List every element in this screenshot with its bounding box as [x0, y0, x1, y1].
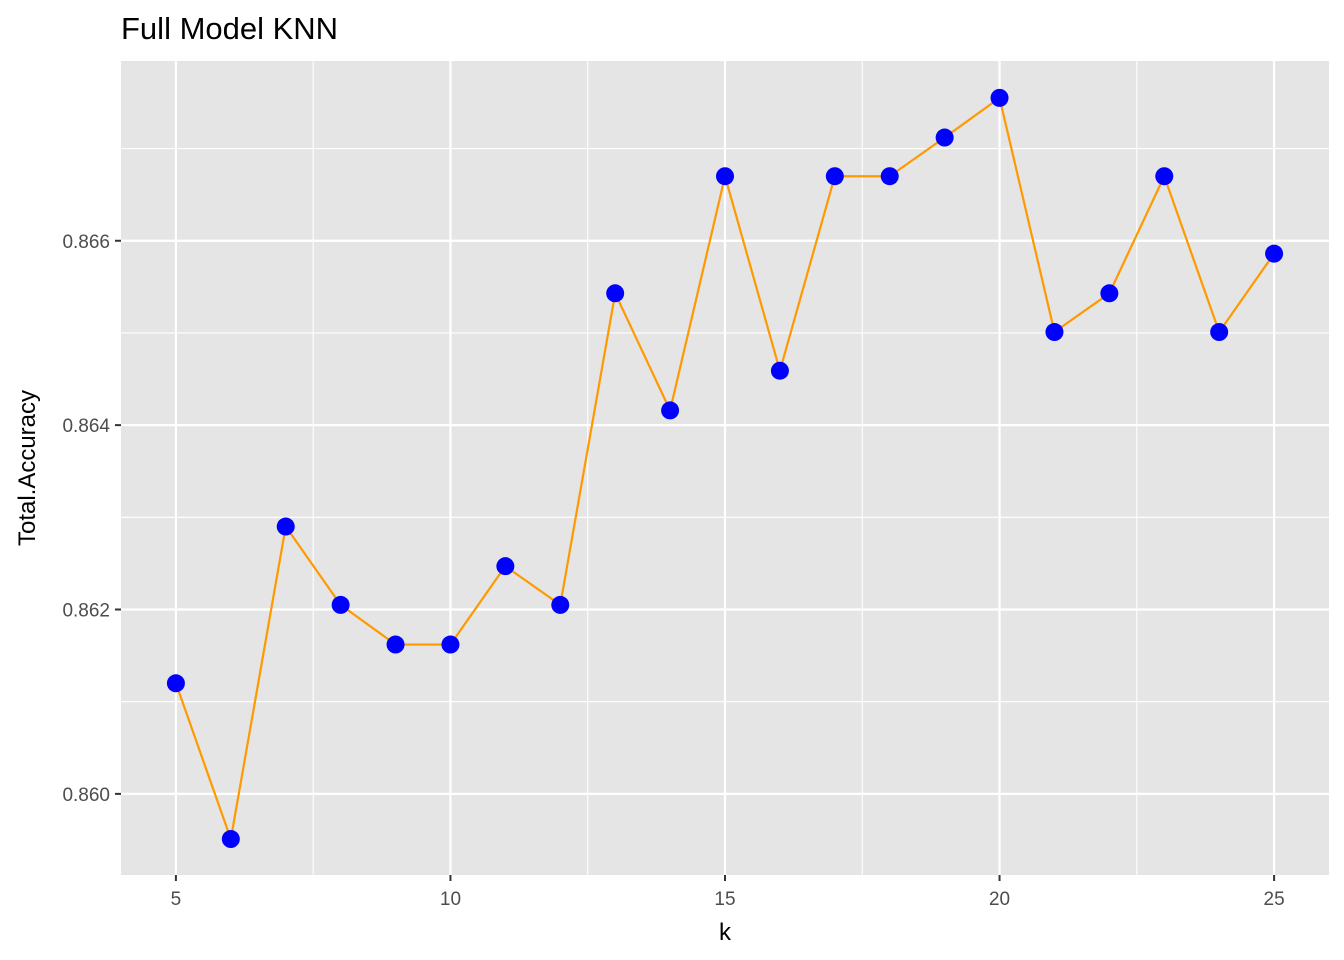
- x-tick-label: 10: [440, 889, 461, 910]
- data-point: [606, 284, 625, 303]
- x-axis-title: k: [719, 919, 732, 946]
- x-axis: 5 10 15 20 25: [171, 875, 1285, 910]
- y-axis: 0.860 0.862 0.864 0.866: [62, 232, 121, 806]
- y-tick-label: 0.864: [62, 416, 110, 437]
- data-point: [551, 595, 570, 614]
- y-tick-label: 0.866: [62, 232, 110, 253]
- series-layer: [166, 88, 1284, 849]
- data-point: [1155, 167, 1174, 186]
- x-tick-label: 15: [714, 889, 735, 910]
- data-point: [386, 635, 405, 654]
- data-point: [880, 167, 899, 186]
- data-point: [990, 88, 1009, 107]
- data-point: [1045, 323, 1064, 342]
- data-point: [825, 167, 844, 186]
- x-tick-label: 20: [989, 889, 1010, 910]
- major-grid: [121, 61, 1329, 875]
- data-point: [496, 557, 515, 576]
- data-point: [770, 361, 789, 380]
- data-point: [1210, 323, 1229, 342]
- data-point: [331, 595, 350, 614]
- data-point: [166, 674, 185, 693]
- data-point: [441, 635, 460, 654]
- data-point: [661, 401, 680, 420]
- data-point: [221, 830, 240, 849]
- data-point: [1265, 244, 1284, 263]
- y-axis-title: Total.Accuracy: [14, 390, 41, 546]
- data-point: [716, 167, 734, 186]
- x-tick-label: 5: [171, 889, 182, 910]
- data-point: [276, 517, 295, 536]
- y-tick-label: 0.860: [62, 785, 110, 806]
- x-tick-label: 25: [1264, 889, 1285, 910]
- y-tick-label: 0.862: [62, 601, 110, 622]
- data-point: [935, 128, 954, 147]
- chart-title: Full Model KNN: [121, 11, 338, 46]
- data-point: [1100, 284, 1119, 303]
